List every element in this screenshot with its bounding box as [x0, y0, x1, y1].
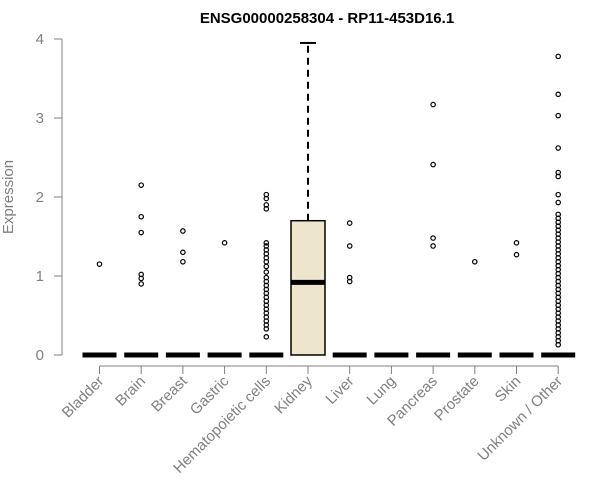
outlier-point	[555, 145, 562, 151]
outlier-point	[263, 269, 270, 275]
outlier-point	[138, 275, 145, 282]
outlier-point	[263, 195, 270, 202]
outlier-point	[346, 278, 353, 285]
outlier-point	[555, 112, 562, 119]
outlier-point	[555, 191, 562, 198]
outlier-point	[180, 258, 186, 265]
outlier-point	[430, 101, 436, 108]
box	[290, 219, 326, 356]
x-tick-label: Liver	[323, 373, 358, 408]
outlier-point	[263, 326, 270, 332]
axes: 0 1 2 3 4	[36, 31, 559, 374]
outlier-point	[96, 261, 103, 267]
outlier-point	[430, 235, 436, 241]
outlier-point	[221, 240, 228, 246]
outlier-point	[263, 334, 270, 340]
x-tick-label: Prostate	[431, 373, 483, 425]
outlier-point	[555, 173, 562, 180]
outlier-point	[346, 220, 353, 226]
y-axis-label: Expression	[0, 160, 17, 234]
outlier-point	[138, 281, 145, 287]
x-tick-label: Brain	[112, 373, 149, 410]
y-tick-label: 1	[36, 268, 44, 285]
outlier-point	[138, 213, 145, 220]
outlier-point	[346, 243, 353, 249]
x-tick-label: Bladder	[59, 373, 108, 422]
x-tick-label: Skin	[492, 373, 525, 406]
outlier-point	[513, 251, 520, 258]
plot-marks	[82, 41, 576, 358]
outlier-point	[555, 199, 562, 206]
outlier-point	[555, 341, 562, 348]
x-tick-label: Kidney	[271, 372, 316, 417]
y-tick-label: 2	[36, 189, 44, 206]
outlier-point	[513, 240, 520, 246]
outlier-point	[430, 161, 436, 168]
outlier-point	[138, 229, 145, 236]
outlier-point	[555, 53, 562, 60]
outlier-point	[263, 263, 270, 270]
y-tick-label: 4	[36, 31, 44, 48]
outlier-point	[555, 91, 562, 98]
x-tick-label: Breast	[148, 372, 191, 415]
outlier-point	[138, 182, 145, 188]
outlier-point	[430, 243, 436, 249]
outlier-point	[180, 249, 186, 256]
y-tick-label: 3	[36, 110, 44, 127]
x-tick-label: Lung	[364, 373, 400, 409]
y-tick-label: 0	[36, 347, 44, 364]
outlier-point	[263, 206, 270, 212]
outlier-point	[471, 258, 478, 265]
outlier-point	[180, 228, 186, 234]
chart-title: ENSG00000258304 - RP11-453D16.1	[200, 10, 454, 27]
outlier-point	[263, 240, 270, 246]
